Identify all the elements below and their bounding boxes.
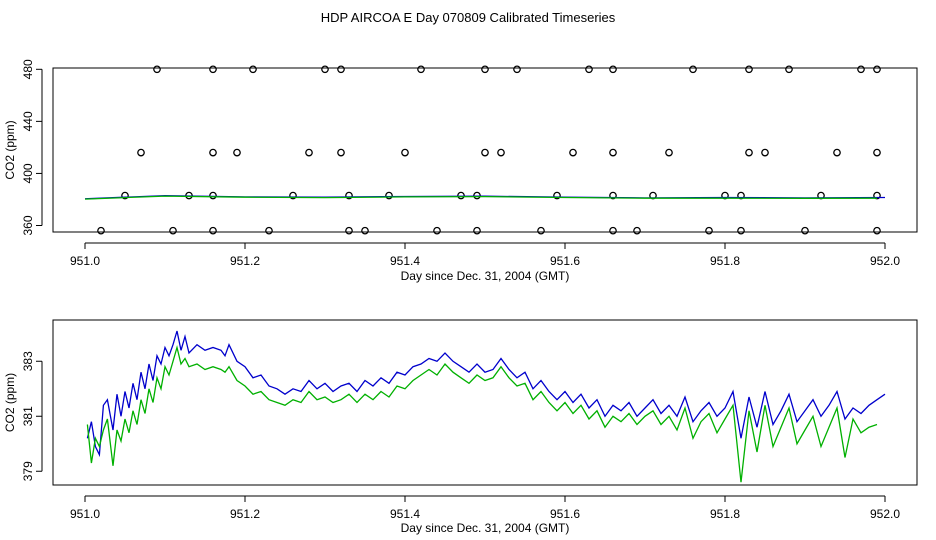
data-point xyxy=(785,65,793,74)
x-tick-label: 952.0 xyxy=(870,507,900,521)
y-tick-label: 383 xyxy=(21,351,35,371)
data-point xyxy=(249,65,257,74)
data-point xyxy=(137,148,145,157)
data-point xyxy=(265,226,273,235)
x-tick-label: 952.0 xyxy=(870,254,900,268)
data-point xyxy=(345,226,353,235)
top-panel: 951.0 951.2 951.4 951.6 951.8 952.0 Day since … xyxy=(3,59,918,283)
data-point xyxy=(857,65,865,74)
data-point xyxy=(873,148,881,157)
data-point xyxy=(801,226,809,235)
data-point xyxy=(473,226,481,235)
x-tick-label: 951.4 xyxy=(390,254,420,268)
x-tick-label: 951.4 xyxy=(390,507,420,521)
x-tick-label: 951.0 xyxy=(70,254,100,268)
data-point xyxy=(457,191,465,200)
data-point xyxy=(209,226,217,235)
data-point xyxy=(481,65,489,74)
bottom-panel: 951.0 951.2 951.4 951.6 951.8 952.0 Day since … xyxy=(3,319,918,535)
data-point xyxy=(569,148,577,157)
data-point xyxy=(385,191,393,200)
plot-frame xyxy=(52,67,918,233)
page-title: HDP AIRCOA E Day 070809 Calibrated Times… xyxy=(321,10,616,25)
data-point xyxy=(833,148,841,157)
data-point xyxy=(537,226,545,235)
y-tick-label: 400 xyxy=(21,163,35,183)
data-point xyxy=(513,65,521,74)
data-point xyxy=(321,65,329,74)
blue-series-line xyxy=(86,330,886,458)
data-point xyxy=(473,191,481,200)
y-tick-label: 440 xyxy=(21,111,35,131)
y-axis-label: CO2 (ppm) xyxy=(3,120,17,179)
data-point xyxy=(169,226,177,235)
data-point xyxy=(689,65,697,74)
plot-frame xyxy=(52,319,918,486)
data-point xyxy=(337,148,345,157)
data-point xyxy=(585,65,593,74)
y-axis-label: CO2 (ppm) xyxy=(3,373,17,432)
x-tick-label: 951.2 xyxy=(230,507,260,521)
x-tick-label: 951.6 xyxy=(550,254,580,268)
x-tick-label: 951.8 xyxy=(710,254,740,268)
data-point xyxy=(481,148,489,157)
green-series-line xyxy=(86,344,878,483)
data-point xyxy=(609,226,617,235)
data-point xyxy=(433,226,441,235)
x-tick-label: 951.6 xyxy=(550,507,580,521)
data-point xyxy=(153,65,161,74)
data-point xyxy=(665,148,673,157)
data-point xyxy=(337,65,345,74)
data-point xyxy=(745,65,753,74)
data-point xyxy=(705,226,713,235)
data-point xyxy=(873,226,881,235)
data-point xyxy=(873,65,881,74)
data-point xyxy=(553,191,561,200)
data-point xyxy=(761,148,769,157)
data-point xyxy=(209,148,217,157)
data-point xyxy=(401,148,409,157)
data-point xyxy=(417,65,425,74)
data-point xyxy=(633,226,641,235)
data-point xyxy=(497,148,505,157)
y-tick-label: 379 xyxy=(21,461,35,481)
green-series-line xyxy=(84,195,878,200)
data-point xyxy=(361,226,369,235)
y-tick-label: 381 xyxy=(21,406,35,426)
data-point xyxy=(745,148,753,157)
data-point xyxy=(345,191,353,200)
x-axis-label: Day since Dec. 31, 2004 (GMT) xyxy=(401,521,570,535)
y-tick-label: 360 xyxy=(21,215,35,235)
data-point xyxy=(121,191,129,200)
data-point xyxy=(209,191,217,200)
data-point xyxy=(97,226,105,235)
data-point xyxy=(289,191,297,200)
data-point xyxy=(209,65,217,74)
data-point xyxy=(737,226,745,235)
data-point xyxy=(609,191,617,200)
x-tick-label: 951.8 xyxy=(710,507,740,521)
x-axis-label: Day since Dec. 31, 2004 (GMT) xyxy=(401,269,570,283)
data-point xyxy=(233,148,241,157)
x-tick-label: 951.2 xyxy=(230,254,260,268)
data-point xyxy=(609,148,617,157)
x-tick-label: 951.0 xyxy=(70,507,100,521)
data-point xyxy=(305,148,313,157)
y-tick-label: 480 xyxy=(21,59,35,79)
data-point xyxy=(609,65,617,74)
